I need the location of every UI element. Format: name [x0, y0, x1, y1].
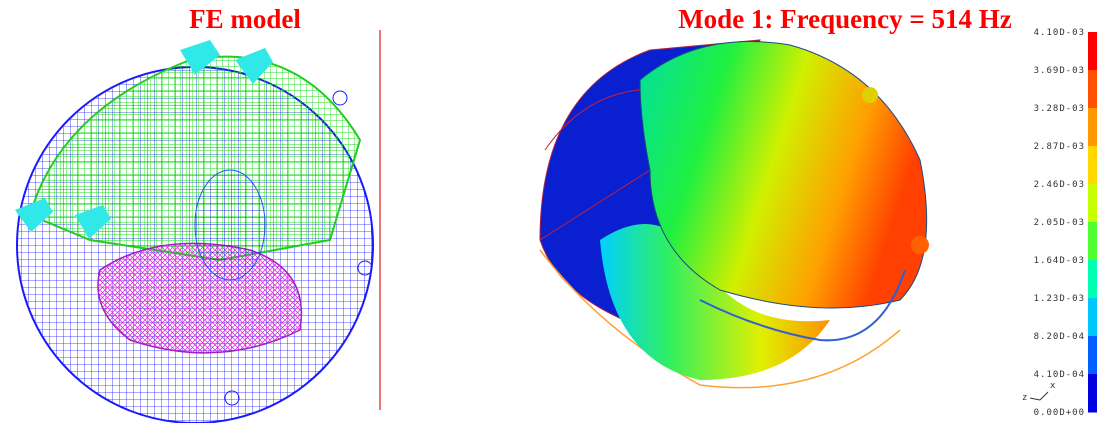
- color-legend: 4.10D-03 3.69D-03 3.28D-03 2.87D-03 2.46D-03…: [1034, 28, 1097, 418]
- panel-title: Mode 1: Frequency = 514 Hz: [678, 4, 1012, 34]
- legend-swatch: [1088, 298, 1097, 337]
- triad-label: x: [1050, 381, 1056, 391]
- legend-swatch: [1088, 32, 1097, 71]
- panel-title: FE model: [189, 4, 301, 34]
- legend-swatch: [1088, 146, 1097, 185]
- legend-swatch: [1088, 374, 1097, 413]
- legend-label: 4.10D-04: [1034, 370, 1085, 380]
- legend-label: 3.28D-03: [1034, 104, 1085, 114]
- legend-label: 1.64D-03: [1034, 256, 1085, 266]
- legend-label: 3.69D-03: [1034, 66, 1085, 76]
- fe-model: [15, 40, 373, 423]
- legend-label: 4.10D-03: [1034, 28, 1085, 38]
- legend-label: 0.00D+00: [1034, 408, 1085, 418]
- axis-triad: x z: [1022, 381, 1056, 403]
- legend-label: 2.46D-03: [1034, 180, 1085, 190]
- legend-swatch: [1088, 222, 1097, 261]
- legend-label: 8.20D-04: [1034, 332, 1085, 342]
- legend-label: 1.23D-03: [1034, 294, 1085, 304]
- legend-swatch: [1088, 70, 1097, 109]
- legend-label: 2.05D-03: [1034, 218, 1085, 228]
- legend-label: 2.87D-03: [1034, 142, 1085, 152]
- legend-swatch: [1088, 260, 1097, 299]
- legend-swatch: [1088, 184, 1097, 223]
- figure: FE model Mode 1: Frequency = 514 Hz 4.10…: [0, 0, 1097, 423]
- mode-shape: [540, 40, 929, 388]
- triad-label: z: [1022, 393, 1027, 403]
- legend-swatch: [1088, 336, 1097, 375]
- legend-swatch: [1088, 108, 1097, 147]
